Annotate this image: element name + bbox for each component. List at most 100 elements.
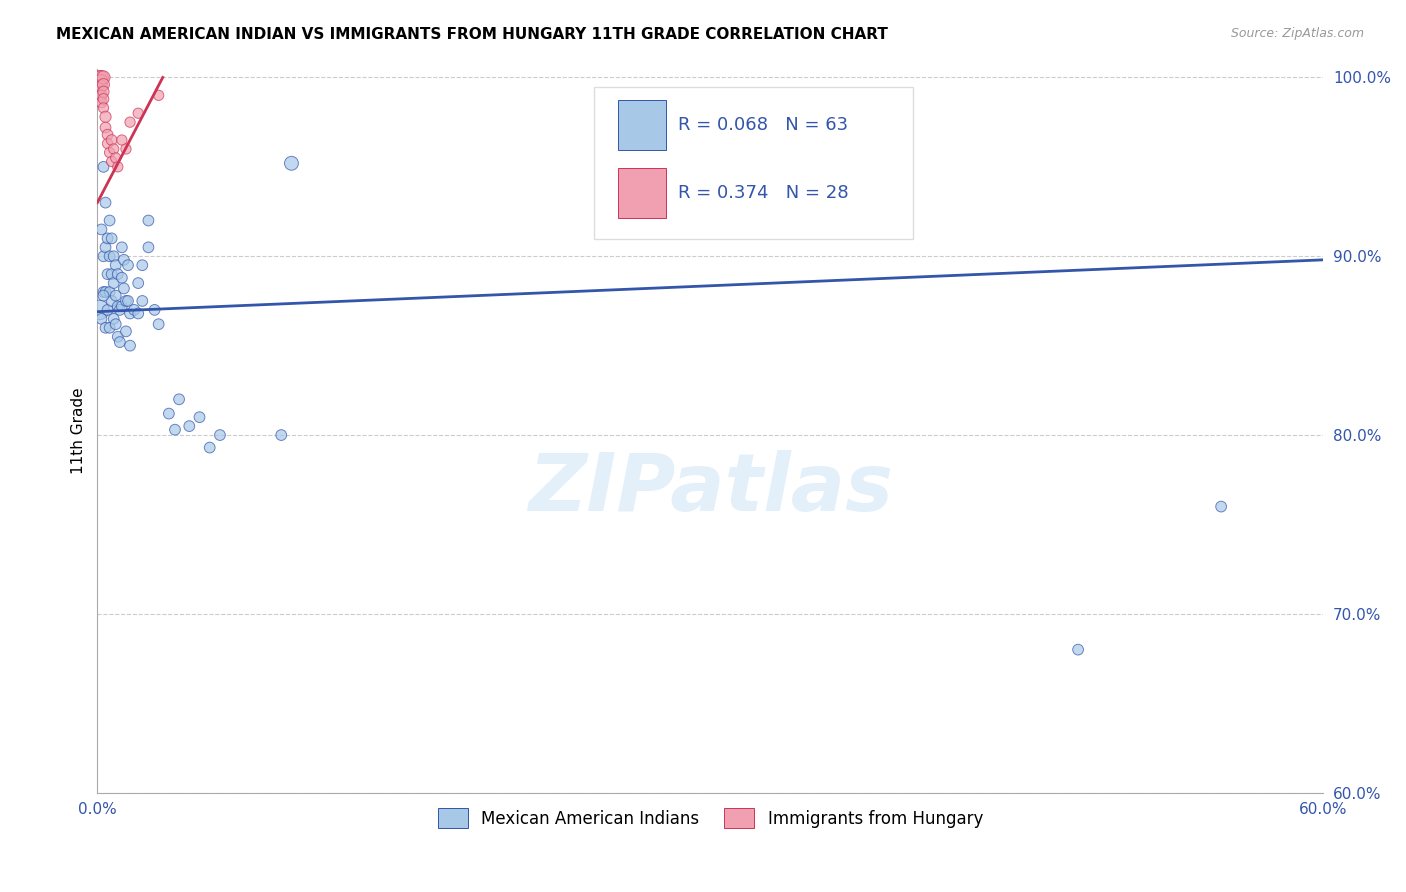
Y-axis label: 11th Grade: 11th Grade bbox=[72, 387, 86, 474]
Point bbox=[108, 334, 131, 349]
Point bbox=[157, 407, 180, 421]
Point bbox=[115, 142, 138, 156]
Point bbox=[94, 240, 117, 254]
Point bbox=[98, 213, 121, 227]
Point bbox=[90, 222, 112, 236]
Point bbox=[93, 101, 115, 115]
Point bbox=[94, 195, 117, 210]
Point bbox=[117, 258, 139, 272]
Point bbox=[100, 293, 122, 308]
Point bbox=[148, 317, 170, 331]
Point bbox=[179, 419, 201, 434]
Point bbox=[89, 70, 111, 85]
Point bbox=[117, 293, 139, 308]
Point bbox=[98, 285, 121, 299]
Point bbox=[90, 79, 112, 94]
Point bbox=[104, 288, 127, 302]
Point bbox=[97, 231, 120, 245]
Point bbox=[89, 302, 111, 317]
FancyBboxPatch shape bbox=[619, 169, 666, 219]
Point bbox=[103, 142, 125, 156]
Point bbox=[138, 240, 160, 254]
Point bbox=[104, 258, 127, 272]
Point bbox=[94, 120, 117, 135]
Point bbox=[127, 106, 149, 120]
Point bbox=[89, 74, 111, 88]
Point bbox=[100, 267, 122, 281]
FancyBboxPatch shape bbox=[619, 100, 666, 150]
Point bbox=[111, 299, 134, 313]
Point bbox=[97, 267, 120, 281]
Point bbox=[93, 92, 115, 106]
Point bbox=[1067, 642, 1090, 657]
Point bbox=[90, 70, 112, 85]
Point bbox=[90, 95, 112, 110]
Text: R = 0.374   N = 28: R = 0.374 N = 28 bbox=[679, 185, 849, 202]
Point bbox=[93, 285, 115, 299]
Point bbox=[97, 128, 120, 142]
Point bbox=[89, 78, 111, 92]
Point bbox=[112, 281, 135, 295]
Point bbox=[131, 258, 153, 272]
Point bbox=[115, 324, 138, 338]
Point bbox=[103, 311, 125, 326]
Point bbox=[111, 240, 134, 254]
Point bbox=[100, 231, 122, 245]
Text: Source: ZipAtlas.com: Source: ZipAtlas.com bbox=[1230, 27, 1364, 40]
Point bbox=[127, 276, 149, 290]
Point bbox=[100, 133, 122, 147]
Point bbox=[98, 249, 121, 263]
Point bbox=[122, 302, 145, 317]
Point bbox=[107, 160, 129, 174]
Point bbox=[97, 136, 120, 151]
Point bbox=[143, 302, 166, 317]
Point bbox=[188, 410, 211, 425]
Point bbox=[94, 110, 117, 124]
Point bbox=[131, 293, 153, 308]
Point bbox=[93, 78, 115, 92]
Point bbox=[198, 441, 221, 455]
Point bbox=[104, 317, 127, 331]
Point bbox=[98, 145, 121, 160]
Point bbox=[163, 423, 186, 437]
Point bbox=[111, 133, 134, 147]
Point bbox=[93, 85, 115, 99]
Point bbox=[90, 74, 112, 88]
Point bbox=[104, 151, 127, 165]
Point bbox=[94, 320, 117, 334]
Point bbox=[97, 302, 120, 317]
Point bbox=[98, 320, 121, 334]
Point bbox=[107, 329, 129, 343]
Point bbox=[111, 270, 134, 285]
Point bbox=[90, 311, 112, 326]
Point bbox=[270, 428, 292, 442]
Point bbox=[93, 288, 115, 302]
Point bbox=[94, 285, 117, 299]
Point bbox=[280, 156, 302, 170]
Point bbox=[90, 88, 112, 103]
Point bbox=[107, 267, 129, 281]
Text: R = 0.068   N = 63: R = 0.068 N = 63 bbox=[679, 116, 849, 134]
Point bbox=[93, 160, 115, 174]
Point bbox=[208, 428, 231, 442]
Point bbox=[103, 276, 125, 290]
Text: MEXICAN AMERICAN INDIAN VS IMMIGRANTS FROM HUNGARY 11TH GRADE CORRELATION CHART: MEXICAN AMERICAN INDIAN VS IMMIGRANTS FR… bbox=[56, 27, 889, 42]
Point bbox=[118, 115, 141, 129]
Legend: Mexican American Indians, Immigrants from Hungary: Mexican American Indians, Immigrants fro… bbox=[432, 801, 990, 835]
Text: ZIPatlas: ZIPatlas bbox=[527, 450, 893, 527]
Point bbox=[118, 306, 141, 320]
Point bbox=[127, 306, 149, 320]
Point bbox=[115, 293, 138, 308]
Point bbox=[108, 302, 131, 317]
Point bbox=[148, 88, 170, 103]
Point bbox=[138, 213, 160, 227]
Point bbox=[100, 154, 122, 169]
Point bbox=[112, 252, 135, 267]
FancyBboxPatch shape bbox=[593, 87, 912, 239]
Point bbox=[103, 249, 125, 263]
Point bbox=[107, 299, 129, 313]
Point bbox=[93, 249, 115, 263]
Point bbox=[167, 392, 190, 407]
Point bbox=[1211, 500, 1233, 514]
Point bbox=[118, 339, 141, 353]
